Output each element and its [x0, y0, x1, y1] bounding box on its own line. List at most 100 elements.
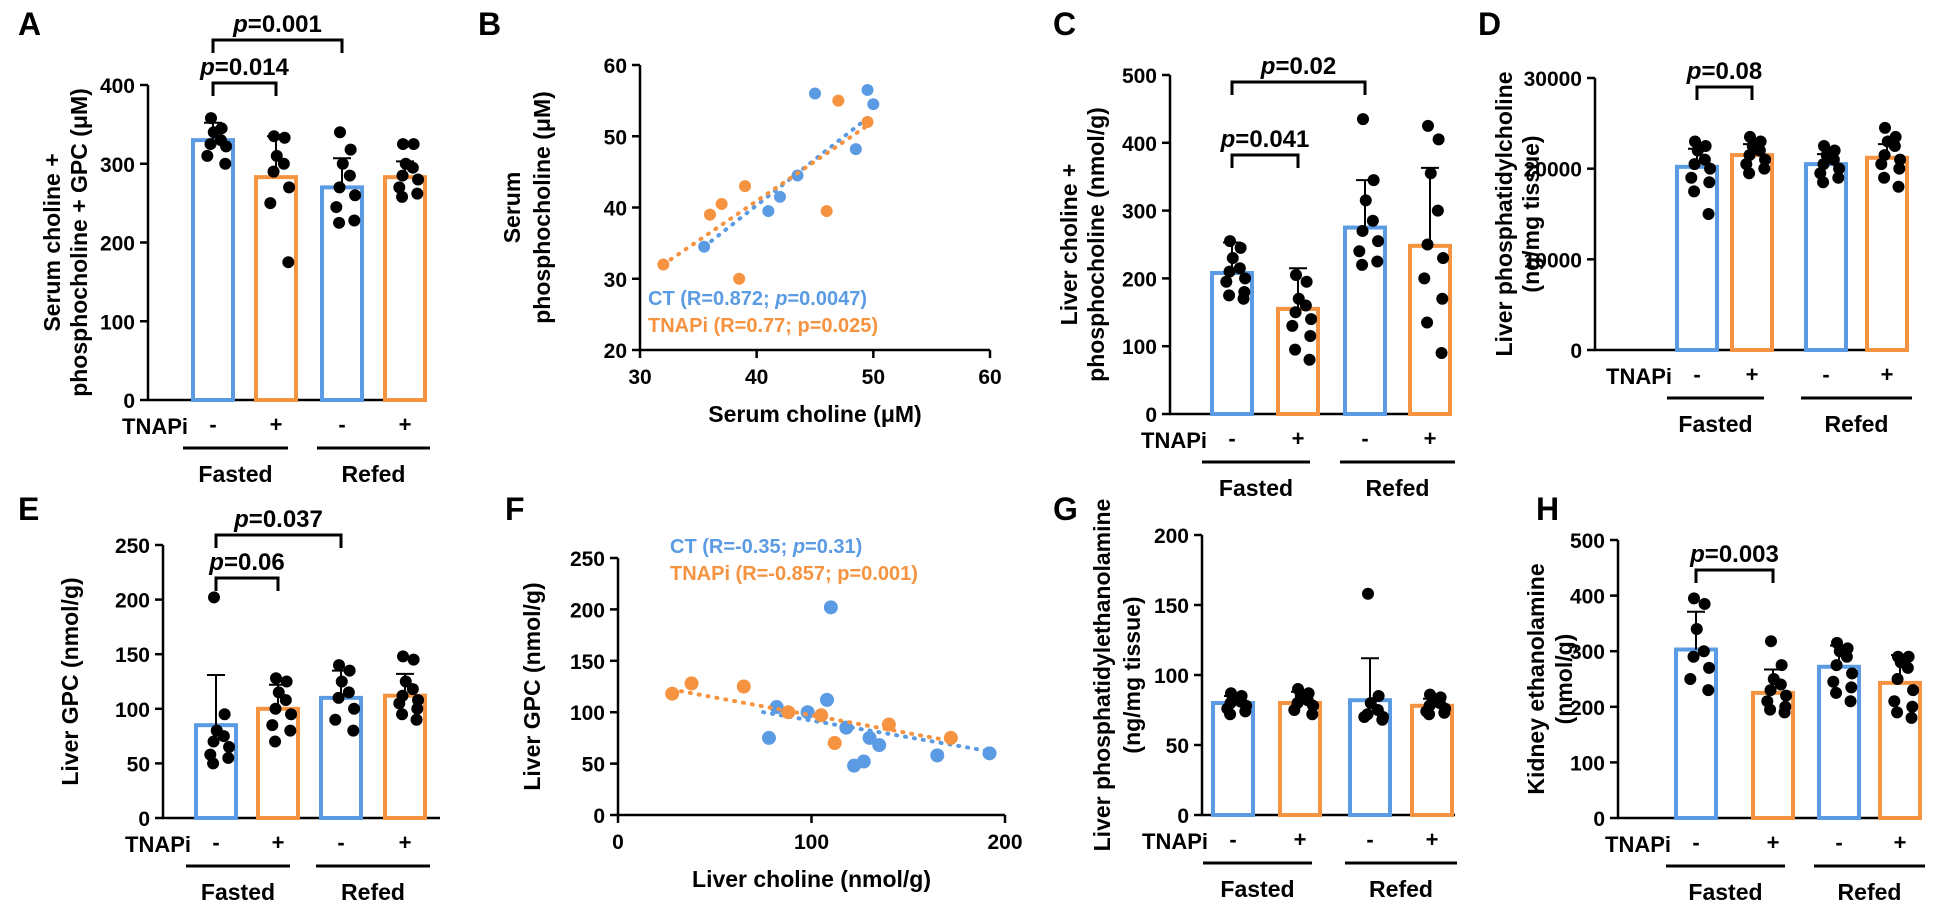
data-point — [1237, 292, 1250, 305]
data-point — [1703, 661, 1716, 674]
bar-4 — [1410, 703, 1454, 817]
data-point — [333, 216, 346, 229]
data-point — [1702, 684, 1715, 697]
data-point — [1893, 162, 1906, 175]
data-point — [1233, 262, 1246, 275]
panel-letter: G — [1053, 491, 1078, 527]
data-point — [335, 675, 348, 688]
y-tick-label: 30000 — [1524, 68, 1582, 91]
data-point — [347, 724, 360, 737]
data-point — [1423, 708, 1436, 721]
data-point — [1698, 153, 1711, 166]
significance-bracket — [211, 38, 344, 53]
legend-ct: CT (R=0.872; p=0.0047) — [648, 288, 867, 310]
panel-letter: F — [505, 491, 525, 527]
data-point — [1226, 252, 1239, 265]
data-point — [333, 181, 346, 194]
data-point — [201, 149, 214, 162]
p-value-label: p=0.06 — [208, 549, 284, 576]
data-point — [396, 190, 409, 203]
point-tnapi — [861, 116, 874, 128]
treatment-sign: + — [272, 830, 285, 855]
significance-bracket — [214, 576, 280, 591]
treatment-sign: + — [1294, 827, 1307, 852]
group-label-refed: Refed — [341, 879, 405, 901]
y-tick-label: 100 — [1122, 336, 1157, 359]
x-tick-label: 30 — [628, 366, 651, 389]
data-point — [1286, 319, 1299, 332]
data-point — [218, 708, 231, 721]
point-tnapi — [733, 272, 746, 285]
data-point — [207, 126, 220, 139]
point-tnapi — [814, 708, 829, 723]
data-point — [1697, 645, 1710, 658]
y-axis-label: (nmol/g) — [1551, 634, 1577, 725]
data-point — [1418, 272, 1431, 285]
legend-tnapi: TNAPi (R=0.77; p=0.025) — [648, 315, 878, 337]
y-tick-label: 400 — [1570, 586, 1605, 609]
data-point — [1688, 185, 1701, 198]
data-point — [397, 650, 409, 663]
data-point — [1759, 153, 1772, 166]
data-point — [1906, 700, 1919, 713]
treatment-sign: + — [399, 412, 412, 437]
data-point — [1300, 275, 1313, 288]
point-tnapi — [820, 205, 833, 218]
group-label-fasted: Fasted — [1678, 411, 1752, 437]
y-tick-label: 20000 — [1524, 159, 1582, 182]
group-label-refed: Refed — [1369, 876, 1433, 901]
data-point — [1689, 135, 1701, 148]
y-tick-label: 0 — [1145, 404, 1157, 427]
y-axis-label: Liver GPC (nmol/g) — [57, 577, 83, 785]
data-point — [1224, 708, 1237, 721]
bar-1 — [191, 138, 235, 402]
tnapi-label: TNAPi — [1606, 364, 1672, 389]
data-point — [269, 735, 282, 748]
bar-1 — [1211, 701, 1255, 817]
treatment-sign: - — [1835, 830, 1842, 855]
data-point — [1220, 275, 1233, 288]
data-point — [1356, 258, 1369, 271]
treatment-sign: - — [1361, 426, 1368, 451]
point-ct — [761, 730, 776, 745]
p-value-label: p=0.003 — [1689, 541, 1779, 568]
treatment-sign: - — [338, 412, 345, 437]
point-tnapi — [827, 736, 842, 751]
data-point — [282, 256, 295, 269]
y-tick-label: 300 — [1570, 641, 1605, 664]
data-point — [1432, 133, 1445, 146]
point-ct — [819, 692, 834, 707]
y-tick-label: 250 — [570, 548, 605, 571]
y-tick-label: 0 — [593, 805, 605, 828]
point-ct — [791, 169, 804, 182]
data-point — [1288, 704, 1301, 716]
data-point — [285, 708, 298, 721]
data-point — [348, 214, 361, 227]
data-point — [280, 675, 293, 688]
data-point — [270, 672, 282, 685]
data-point — [396, 708, 409, 721]
y-tick-label: 100 — [1154, 665, 1189, 688]
y-tick-label: 200 — [115, 590, 150, 613]
bar-3 — [319, 695, 363, 821]
y-tick-label: 40 — [604, 198, 627, 221]
significance-bracket — [214, 533, 343, 548]
tnapi-label: TNAPi — [1141, 428, 1207, 453]
data-point — [205, 112, 217, 125]
bar-4 — [1408, 243, 1452, 416]
group-label-fasted: Fasted — [201, 879, 275, 901]
y-tick-label: 100 — [115, 699, 150, 722]
treatment-sign: - — [1228, 426, 1235, 451]
data-point — [1376, 713, 1389, 726]
data-point — [204, 138, 217, 151]
data-point — [1743, 167, 1756, 180]
x-tick-label: 0 — [612, 831, 624, 854]
data-point — [1878, 149, 1891, 162]
data-point — [222, 751, 235, 764]
data-point — [1362, 587, 1374, 600]
data-point — [1778, 706, 1791, 719]
treatment-sign: - — [1822, 362, 1829, 387]
data-point — [349, 189, 362, 202]
y-axis-label: phosphocholine (μM) — [529, 91, 555, 324]
data-point — [348, 702, 361, 715]
